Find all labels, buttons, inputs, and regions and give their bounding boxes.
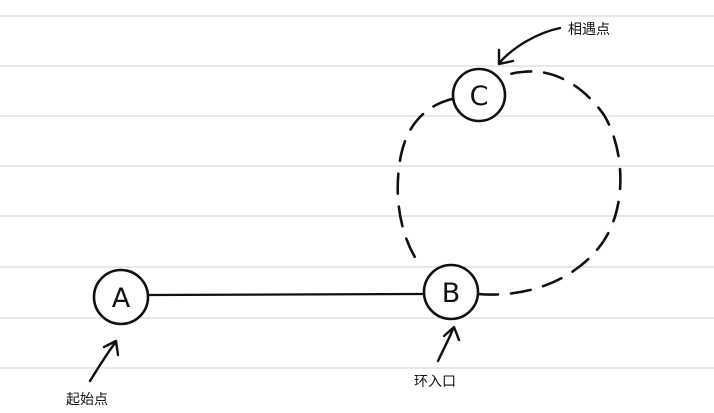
node-c-label: C (470, 81, 489, 112)
node-b: B (422, 263, 480, 321)
node-c-circle (451, 67, 507, 123)
meeting-point-arrowhead-icon (497, 48, 515, 66)
start-point-arrowhead-icon (102, 339, 120, 357)
cycle-entry-arrowhead-icon (442, 325, 461, 342)
cycle-entry-arrow-shaft (436, 327, 455, 363)
node-a: A (92, 268, 150, 326)
start-point-arrow-shaft (88, 341, 117, 383)
cycle-entry-label: 环入口 (414, 374, 456, 390)
cycle-edge-right (476, 70, 622, 296)
cycle-entry-arrow (436, 325, 461, 363)
meeting-point-arrow (497, 26, 562, 66)
start-point-label: 起始点 (66, 392, 108, 408)
meeting-point-arrow-shaft (498, 26, 562, 64)
start-point-arrow (88, 339, 120, 383)
node-b-circle (422, 263, 480, 321)
node-c: C (451, 67, 507, 123)
edge-a-to-b (146, 292, 424, 297)
cycle-edge-left (396, 97, 454, 264)
meeting-point-label: 相遇点 (568, 22, 610, 38)
node-a-circle (92, 268, 150, 326)
node-a-label: A (112, 283, 131, 314)
node-b-label: B (442, 278, 461, 309)
